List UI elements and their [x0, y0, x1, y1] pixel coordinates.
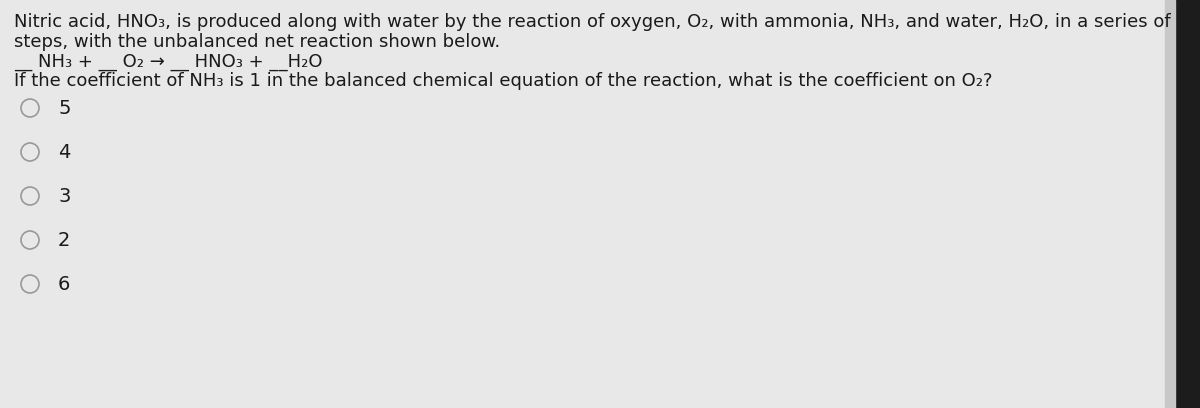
Text: steps, with the unbalanced net reaction shown below.: steps, with the unbalanced net reaction …: [14, 33, 500, 51]
Text: __ NH₃ + __ O₂ → __ HNO₃ + __H₂O: __ NH₃ + __ O₂ → __ HNO₃ + __H₂O: [14, 53, 323, 71]
Text: 3: 3: [58, 186, 71, 206]
Text: 5: 5: [58, 98, 71, 118]
Bar: [1175, 0, 1200, 408]
Text: If the coefficient of NH₃ is 1 in the balanced chemical equation of the reaction: If the coefficient of NH₃ is 1 in the ba…: [14, 72, 992, 90]
Text: 4: 4: [58, 142, 71, 162]
Text: Nitric acid, HNO₃, is produced along with water by the reaction of oxygen, O₂, w: Nitric acid, HNO₃, is produced along wit…: [14, 13, 1171, 31]
Text: 2: 2: [58, 231, 71, 250]
Text: 6: 6: [58, 275, 71, 293]
Bar: [1165, 0, 1175, 408]
